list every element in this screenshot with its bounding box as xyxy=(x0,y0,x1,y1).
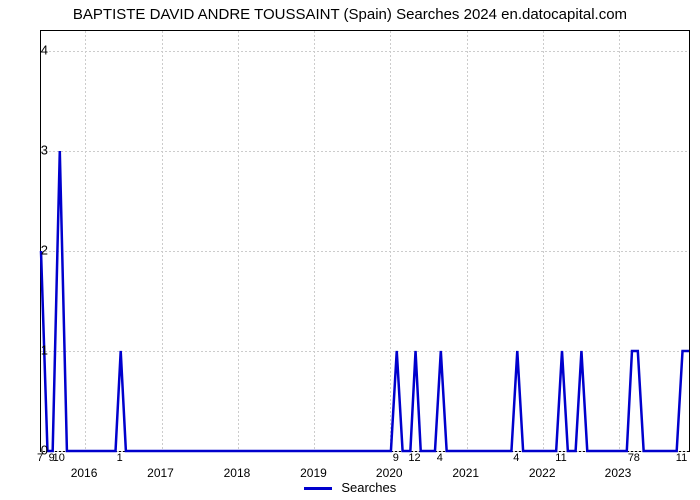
xtick-year-label: 2016 xyxy=(71,466,98,480)
xtick-year-label: 2021 xyxy=(452,466,479,480)
xtick-minor-label: 4 xyxy=(437,452,443,464)
legend-swatch xyxy=(304,487,332,490)
xtick-year-label: 2018 xyxy=(224,466,251,480)
xtick-year-label: 2020 xyxy=(376,466,403,480)
xtick-minor-label: 1 xyxy=(117,452,123,464)
xtick-minor-label: 12 xyxy=(408,452,420,464)
ytick-label: 2 xyxy=(18,243,48,258)
chart-container: BAPTISTE DAVID ANDRE TOUSSAINT (Spain) S… xyxy=(0,0,700,500)
xtick-year-label: 2022 xyxy=(529,466,556,480)
xtick-minor-label: 11 xyxy=(676,452,687,464)
plot-area xyxy=(40,30,690,452)
ytick-label: 0 xyxy=(18,443,48,458)
ytick-label: 3 xyxy=(18,143,48,158)
xtick-minor-label: 4 xyxy=(513,452,519,464)
xtick-minor-label: 8 xyxy=(634,452,640,464)
xtick-year-label: 2023 xyxy=(605,466,632,480)
ytick-label: 4 xyxy=(18,43,48,58)
xtick-minor-label: 11 xyxy=(555,452,566,464)
chart-title: BAPTISTE DAVID ANDRE TOUSSAINT (Spain) S… xyxy=(0,6,700,23)
line-layer xyxy=(41,31,689,451)
ytick-label: 1 xyxy=(18,343,48,358)
xtick-year-label: 2019 xyxy=(300,466,327,480)
xtick-minor-label: 10 xyxy=(53,452,65,464)
xtick-minor-label: 7 xyxy=(37,452,43,464)
legend-label: Searches xyxy=(341,480,396,495)
legend: Searches xyxy=(0,480,700,495)
xtick-minor-label: 9 xyxy=(393,452,399,464)
xtick-year-label: 2017 xyxy=(147,466,174,480)
series-line xyxy=(41,151,689,451)
